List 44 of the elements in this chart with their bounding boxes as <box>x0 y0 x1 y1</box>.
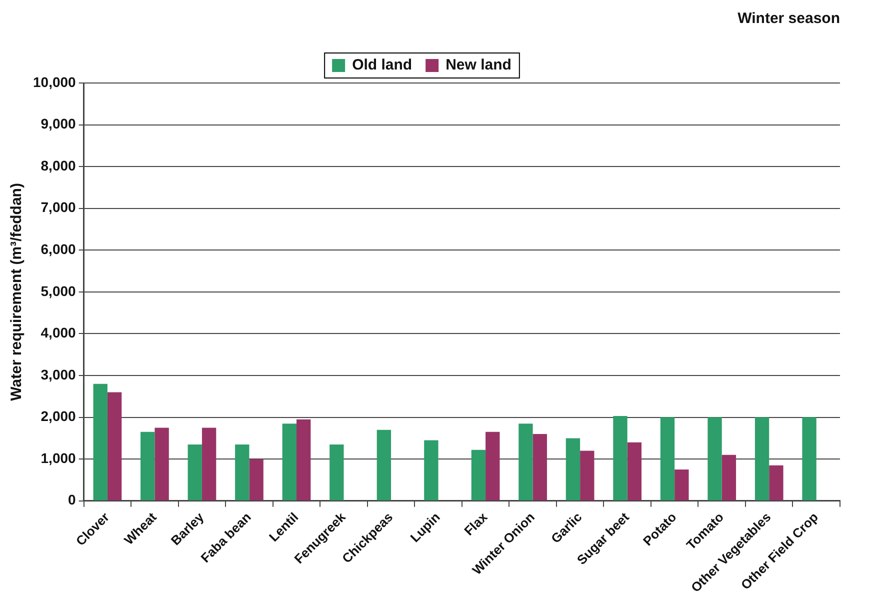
bar <box>376 430 392 500</box>
y-tick-label: 10,000 <box>32 74 76 90</box>
y-tick-label: 9,000 <box>40 116 76 132</box>
bar <box>566 438 580 500</box>
bar <box>722 454 736 500</box>
bar <box>296 419 311 500</box>
legend-label: New land <box>446 56 512 74</box>
bar <box>107 392 122 500</box>
bar <box>518 424 533 500</box>
bar <box>532 434 547 500</box>
bar <box>802 417 816 500</box>
y-tick-label: 4,000 <box>40 324 76 341</box>
bar <box>140 432 155 500</box>
bar <box>154 428 169 500</box>
y-tick-label: 1,000 <box>40 450 76 466</box>
bar <box>708 417 722 500</box>
bar <box>188 444 202 500</box>
chart-title: Winter season <box>738 10 840 28</box>
bar <box>769 465 784 500</box>
y-tick-label: 3,000 <box>40 366 76 382</box>
bar <box>471 450 486 500</box>
y-tick-label: 6,000 <box>40 241 76 258</box>
bar <box>580 450 594 500</box>
x-tick-label: Flax <box>461 508 491 538</box>
bar <box>330 444 344 500</box>
bar <box>660 417 675 500</box>
y-axis-title: Water requirement (m³/feddan) <box>8 183 26 401</box>
bar <box>424 440 438 500</box>
bar <box>282 424 296 500</box>
bar <box>613 416 628 500</box>
y-tick-label: 0 <box>68 492 76 508</box>
bar <box>93 384 108 500</box>
bar <box>249 459 264 500</box>
bar <box>235 444 250 500</box>
bar <box>486 432 500 500</box>
bar <box>754 417 770 500</box>
bar <box>627 442 642 500</box>
y-tick-label: 2,000 <box>40 408 76 424</box>
bar <box>674 470 689 500</box>
y-tick-label: 8,000 <box>40 157 76 174</box>
legend-label: Old land <box>352 56 412 74</box>
y-tick-label: 7,000 <box>40 199 76 216</box>
bar <box>202 428 216 500</box>
y-tick-label: 5,000 <box>40 282 76 299</box>
